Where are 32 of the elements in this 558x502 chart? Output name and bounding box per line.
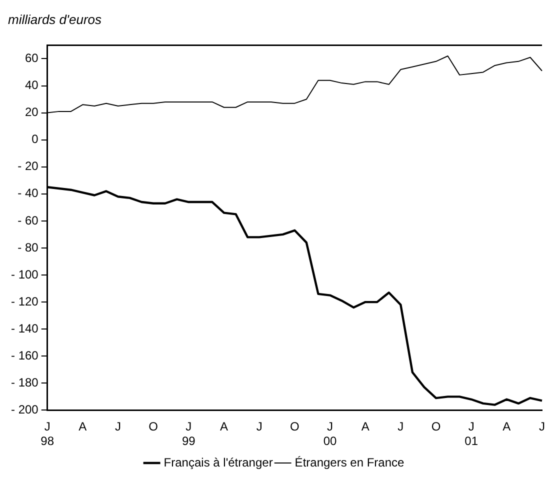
x-tick-label: A: [78, 420, 87, 434]
x-tick-label: J: [115, 420, 122, 434]
y-tick-label: - 200: [10, 402, 39, 417]
y-tick-label: 0: [32, 132, 39, 146]
y-tick-label: 60: [24, 51, 39, 66]
x-tick-label: A: [361, 420, 370, 434]
x-tick-label: O: [148, 420, 158, 434]
y-tick-label: - 160: [10, 348, 39, 362]
y-tick-label: - 140: [10, 321, 39, 336]
x-tick-label: J 98: [40, 420, 54, 448]
y-axis-title: milliards d'euros: [8, 12, 103, 27]
x-tick-label: J 00: [323, 420, 337, 448]
y-tick-label: 20: [24, 105, 39, 120]
y-tick-label: - 100: [10, 267, 39, 282]
x-tick-label: A: [502, 420, 511, 434]
x-tick-label: J: [256, 420, 262, 434]
x-tick-label: J 01: [464, 420, 478, 448]
y-tick-label: - 40: [18, 186, 39, 200]
y-tick-label: - 20: [18, 159, 39, 174]
x-tick-label: J 99: [182, 420, 196, 448]
y-tick-label: - 60: [18, 213, 39, 228]
y-tick-label: - 180: [10, 375, 39, 390]
legend-label: Étrangers en France: [294, 455, 405, 470]
y-tick-label: - 80: [18, 240, 39, 254]
x-tick-label: J: [398, 420, 404, 434]
x-tick-label: O: [290, 420, 300, 434]
legend-label: Français à l'étranger: [164, 455, 273, 470]
x-tick-label: J: [539, 420, 545, 434]
x-tick-label: O: [431, 420, 441, 434]
y-tick-label: 40: [24, 78, 39, 92]
x-tick-label: A: [220, 420, 228, 434]
y-tick-label: - 120: [10, 294, 39, 308]
